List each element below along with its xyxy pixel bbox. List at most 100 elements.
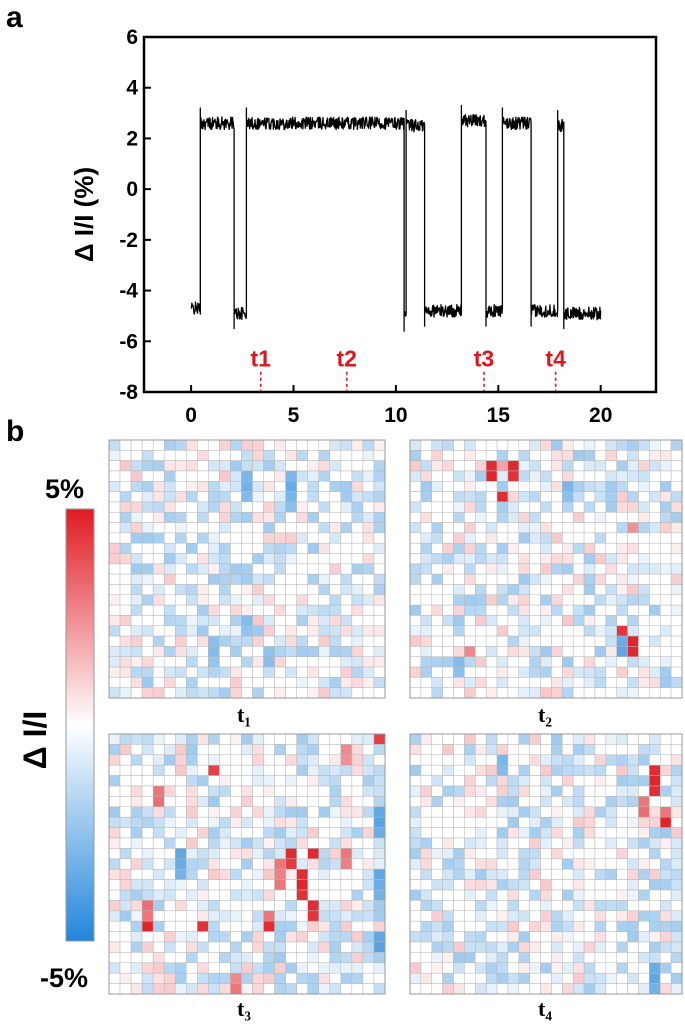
- heatmap-cell: [340, 827, 353, 839]
- heatmap-cell: [616, 439, 628, 451]
- heatmap-cell: [670, 625, 683, 637]
- heatmap-cell: [518, 920, 530, 932]
- heatmap-cell: [605, 460, 617, 472]
- heatmap-cell: [152, 594, 165, 606]
- heatmap-cell: [318, 656, 331, 668]
- heatmap-cell: [572, 868, 585, 880]
- heatmap-cell: [431, 573, 443, 585]
- heatmap-cell: [263, 522, 275, 534]
- heatmap-cell: [152, 439, 165, 451]
- heatmap-cell: [605, 615, 617, 627]
- heatmap-cell: [362, 827, 375, 839]
- heatmap-cell: [373, 501, 386, 513]
- heatmap-cell: [420, 501, 433, 513]
- heatmap-cell: [307, 470, 320, 482]
- heatmap-cell: [373, 879, 386, 891]
- heatmap-cell: [562, 522, 574, 534]
- heatmap-cell: [108, 491, 121, 503]
- heatmap-cell: [174, 775, 187, 787]
- heatmap-cell: [420, 615, 433, 627]
- heatmap-cell: [551, 962, 563, 974]
- heatmap-cell: [562, 920, 574, 932]
- heatmap-cell: [551, 775, 563, 787]
- heatmap-cell: [152, 573, 165, 585]
- heatmap-cell: [464, 563, 476, 575]
- heatmap-cell: [119, 656, 132, 668]
- time-markers: t1 t2 t3 t4: [251, 346, 566, 392]
- heatmap-cell: [241, 848, 253, 860]
- heatmap-cell: [351, 827, 364, 839]
- heatmap-cell: [507, 952, 520, 964]
- heatmap-cell: [108, 625, 121, 637]
- heatmap-cell: [219, 941, 231, 953]
- heatmap-cell: [540, 439, 552, 451]
- heatmap-cell: [197, 481, 209, 492]
- heatmap-cell: [219, 962, 231, 974]
- heatmap-cell: [340, 764, 353, 776]
- heatmap-cell: [340, 941, 353, 953]
- heatmap-cell: [496, 573, 509, 585]
- heatmap-cell: [551, 635, 563, 647]
- heatmap-cell: [274, 450, 286, 461]
- heatmap-cell: [518, 764, 530, 776]
- heatmap-cell: [464, 900, 476, 912]
- heatmap-cell: [186, 868, 198, 880]
- heatmap-cell: [141, 827, 154, 839]
- heatmap-cell: [197, 563, 209, 575]
- heatmap-cell: [572, 764, 585, 776]
- heatmap-cell: [340, 491, 353, 503]
- heatmap-cell: [638, 553, 650, 565]
- heatmap-cell: [318, 481, 331, 492]
- heatmap-cell: [659, 687, 672, 699]
- heatmap-cell: [583, 733, 596, 745]
- heatmap-cell: [152, 542, 165, 554]
- heatmap-cell: [108, 501, 121, 513]
- heatmap-cell: [152, 744, 165, 756]
- heatmap-cell: [431, 879, 443, 891]
- heatmap-cell: [351, 796, 364, 808]
- heatmap-cell: [318, 522, 331, 534]
- heatmap-cell: [340, 796, 353, 808]
- heatmap-cell: [263, 491, 275, 503]
- heatmap-cell: [420, 733, 433, 745]
- heatmap-cell: [496, 837, 509, 849]
- heatmap-cell: [163, 542, 176, 554]
- heatmap-cell: [186, 941, 198, 953]
- heatmap-cell: [329, 532, 342, 544]
- heatmap-cell: [507, 687, 520, 699]
- heatmap-cell: [649, 962, 661, 974]
- heatmap-cell: [572, 470, 585, 482]
- heatmap-cell: [442, 868, 454, 880]
- heatmap-cell: [442, 542, 454, 554]
- heatmap-cell: [453, 677, 465, 688]
- heatmap-cell: [340, 656, 353, 668]
- heatmap-cell: [351, 972, 364, 984]
- heatmap-cell: [197, 532, 209, 544]
- heatmap-cell: [475, 858, 487, 870]
- heatmap-cell: [572, 848, 585, 860]
- heatmap-cell: [219, 733, 231, 745]
- heatmap-cell: [296, 604, 308, 616]
- heatmap-cell: [252, 553, 264, 565]
- heatmap-cell: [351, 573, 364, 585]
- heatmap-cell: [583, 900, 596, 912]
- heatmap-cell: [130, 764, 143, 776]
- heatmap-cell: [119, 625, 132, 637]
- heatmap-cell: [583, 754, 596, 766]
- heatmap-cell: [475, 744, 487, 756]
- heatmap-cell: [208, 646, 220, 657]
- heatmap-cell: [518, 532, 530, 544]
- heatmap-cell: [241, 532, 253, 544]
- heatmap-cell: [208, 501, 220, 513]
- heatmap-cell: [529, 837, 541, 849]
- heatmap-cell: [551, 785, 563, 797]
- heatmap-cell: [507, 910, 520, 922]
- heatmap-cell: [431, 677, 443, 688]
- heatmap-cell: [670, 879, 683, 891]
- heatmap-cell: [659, 594, 672, 606]
- heatmap-border: [108, 439, 386, 699]
- heatmap-cell: [141, 573, 154, 585]
- heatmap-cell: [670, 635, 683, 647]
- heatmap-cell: [141, 972, 154, 984]
- heatmap-cell: [329, 615, 342, 627]
